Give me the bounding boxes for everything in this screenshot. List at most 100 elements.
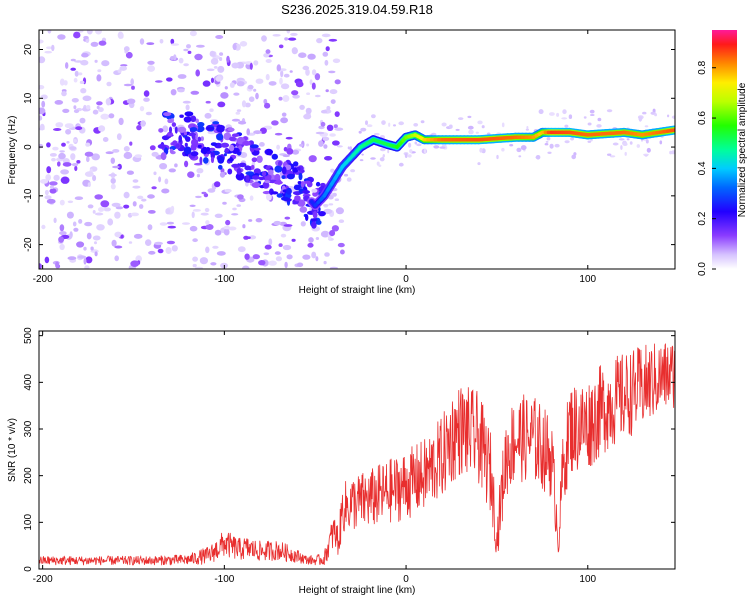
noise-blob xyxy=(597,117,602,122)
noise-blob xyxy=(210,262,217,266)
noise-blob xyxy=(441,122,447,127)
noise-blob xyxy=(408,142,412,148)
noise-blob xyxy=(323,204,329,207)
noise-blob xyxy=(91,153,100,161)
noise-blob xyxy=(561,117,568,120)
noise-blob xyxy=(361,153,364,156)
noise-blob xyxy=(132,185,141,189)
cluster-blob xyxy=(212,121,220,125)
noise-blob xyxy=(324,59,329,66)
noise-blob xyxy=(74,70,79,77)
noise-blob xyxy=(667,114,670,118)
y-tick-label: 400 xyxy=(23,374,34,391)
chart-title: S236.2025.319.04.59.R18 xyxy=(281,2,433,17)
snr-background xyxy=(39,331,675,569)
noise-blob xyxy=(315,237,320,240)
noise-blob xyxy=(92,175,97,182)
noise-blob xyxy=(283,224,293,227)
colorbar-tick-label: 0.8 xyxy=(697,60,708,74)
noise-blob xyxy=(110,177,116,184)
cluster-blob xyxy=(183,146,192,155)
noise-blob xyxy=(314,73,321,81)
noise-blob xyxy=(263,53,270,58)
noise-blob xyxy=(82,95,92,102)
noise-blob xyxy=(321,109,328,114)
noise-blob xyxy=(108,173,117,177)
cluster-blob xyxy=(220,142,230,148)
noise-blob xyxy=(371,114,376,119)
cluster-blob xyxy=(304,180,311,184)
noise-blob xyxy=(404,153,408,159)
noise-blob xyxy=(71,98,79,103)
noise-blob xyxy=(96,74,102,82)
noise-blob xyxy=(96,105,100,110)
noise-blob xyxy=(139,106,145,112)
noise-blob xyxy=(107,218,114,226)
noise-blob xyxy=(84,151,94,157)
cluster-blob xyxy=(208,147,216,152)
noise-blob xyxy=(65,129,72,135)
noise-blob xyxy=(167,225,177,229)
cluster-blob xyxy=(244,165,251,171)
cluster-blob xyxy=(197,122,205,127)
noise-blob xyxy=(62,162,72,167)
noise-blob xyxy=(213,66,218,69)
noise-blob xyxy=(220,92,229,99)
noise-blob xyxy=(525,128,530,131)
noise-blob xyxy=(538,109,544,115)
noise-blob xyxy=(147,194,155,199)
cluster-blob xyxy=(236,168,242,175)
noise-blob xyxy=(166,221,175,225)
noise-blob xyxy=(183,48,189,52)
noise-blob xyxy=(343,173,349,177)
noise-blob xyxy=(178,57,184,64)
noise-blob xyxy=(298,52,307,58)
cluster-blob xyxy=(293,161,299,167)
noise-blob xyxy=(67,200,74,204)
noise-blob xyxy=(100,113,110,120)
cluster-blob xyxy=(218,164,223,170)
noise-blob xyxy=(305,107,312,115)
noise-blob xyxy=(378,164,382,167)
cluster-blob xyxy=(312,211,318,219)
noise-blob xyxy=(110,157,116,164)
noise-blob xyxy=(239,41,248,47)
noise-blob xyxy=(302,65,310,71)
noise-blob xyxy=(130,260,140,268)
noise-blob xyxy=(334,111,340,117)
noise-blob xyxy=(309,79,313,85)
noise-blob xyxy=(329,266,338,269)
noise-blob xyxy=(516,147,522,153)
noise-blob xyxy=(279,77,283,85)
y-tick-label: 10 xyxy=(23,92,34,104)
noise-blob xyxy=(157,248,164,254)
noise-blob xyxy=(47,30,52,34)
noise-blob xyxy=(265,73,270,81)
noise-blob xyxy=(146,42,155,45)
noise-blob xyxy=(177,74,187,79)
noise-blob xyxy=(393,124,396,127)
cluster-blob xyxy=(184,142,188,147)
noise-blob xyxy=(284,216,291,220)
noise-blob xyxy=(290,32,298,36)
noise-blob xyxy=(291,238,296,242)
noise-blob xyxy=(255,218,263,223)
noise-blob xyxy=(326,106,331,111)
noise-blob xyxy=(182,100,191,104)
noise-blob xyxy=(333,124,338,129)
noise-blob xyxy=(126,98,136,104)
noise-blob xyxy=(192,238,198,243)
noise-blob xyxy=(638,116,643,122)
cluster-blob xyxy=(284,164,292,170)
noise-blob xyxy=(49,188,57,194)
noise-blob xyxy=(63,80,68,86)
noise-blob xyxy=(573,152,577,156)
colorbar-label: Normalized spectral amplitude xyxy=(737,82,748,217)
cluster-blob xyxy=(293,184,301,191)
snr-ticks: -200 -100 0 100 500 400 300 200 100 0 xyxy=(23,327,675,585)
cluster-blob xyxy=(231,163,240,168)
noise-blob xyxy=(246,236,251,239)
noise-blob xyxy=(73,227,79,232)
noise-blob xyxy=(249,62,253,70)
